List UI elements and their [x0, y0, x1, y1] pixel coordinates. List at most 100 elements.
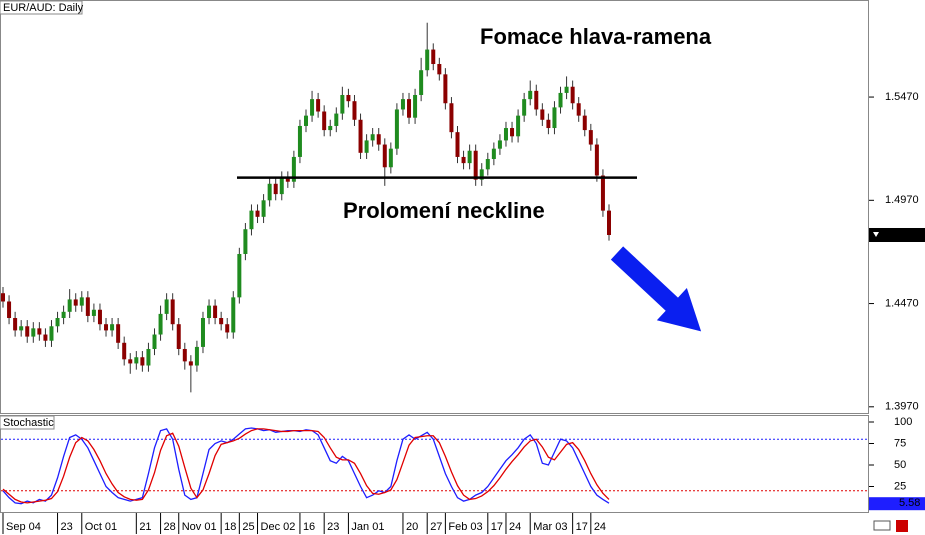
- candle-body: [388, 148, 393, 168]
- candle-body: [443, 74, 448, 104]
- price-tag-arrow: [873, 231, 879, 237]
- candle-body: [382, 144, 387, 168]
- x-tick-label: 21: [139, 521, 151, 533]
- y-tick-label: 25: [894, 480, 906, 492]
- candle-body: [558, 92, 563, 108]
- candle-body: [479, 169, 484, 180]
- x-tick-label: 24: [594, 521, 606, 533]
- candle-body: [219, 318, 224, 325]
- candle-body: [273, 183, 278, 195]
- candle-body: [19, 326, 24, 331]
- candle-body: [310, 99, 315, 116]
- x-tick-label: 16: [303, 521, 315, 533]
- candle-body: [152, 334, 157, 349]
- x-tick-label: 17: [491, 521, 503, 533]
- x-tick-label: Mar 03: [533, 521, 567, 533]
- candle-body: [449, 103, 454, 133]
- candle-body: [491, 148, 496, 160]
- candle-body: [37, 328, 42, 335]
- x-tick-label: 24: [509, 521, 521, 533]
- x-tick-label: 28: [164, 521, 176, 533]
- candle-body: [158, 313, 163, 335]
- x-tick-label: Jan 01: [351, 521, 384, 533]
- candle-body: [370, 134, 375, 141]
- candle-body: [364, 140, 369, 153]
- stochastic-panel: [0, 415, 869, 513]
- candle-body: [582, 115, 587, 131]
- stochastic-line: [2, 427, 610, 505]
- value-tag: [869, 497, 925, 511]
- candle-body: [231, 297, 236, 333]
- candle-body: [455, 132, 460, 157]
- annotation: Fomace hlava-ramena: [480, 24, 712, 49]
- y-tick-label: 75: [894, 437, 906, 449]
- candle-body: [334, 113, 339, 126]
- candle-body: [182, 348, 187, 362]
- candle-body: [91, 309, 96, 316]
- candle-body: [122, 342, 127, 360]
- y-tick-label: 1.5470: [885, 91, 919, 103]
- candle-body: [358, 119, 363, 153]
- candle-body: [328, 125, 333, 131]
- candle-body: [516, 115, 521, 137]
- candle-body: [340, 94, 345, 114]
- x-tick-label: 27: [430, 521, 442, 533]
- candle-body: [67, 299, 72, 312]
- value-tag-label: 5.58: [899, 497, 920, 509]
- candle-body: [600, 175, 605, 211]
- y-tick-label: 1.3970: [885, 401, 919, 413]
- candle-body: [522, 99, 527, 116]
- candle-body: [437, 64, 442, 75]
- icon[interactable]: [873, 520, 891, 531]
- indicator-title-box: [0, 415, 55, 430]
- candle-body: [552, 107, 557, 129]
- candle-body: [322, 111, 327, 131]
- candle-body: [188, 361, 193, 366]
- candle-body: [570, 86, 575, 104]
- price-panel: [0, 0, 869, 414]
- candle-body: [304, 115, 308, 126]
- candle-body: [588, 130, 593, 145]
- candle-body: [510, 128, 515, 137]
- x-tick-label: 18: [224, 521, 236, 533]
- candle-body: [419, 70, 424, 95]
- y-tick-label: 100: [894, 416, 912, 428]
- candle-body: [528, 90, 533, 100]
- candle-body: [485, 159, 490, 170]
- candle-body: [146, 348, 151, 366]
- candle-body: [104, 324, 109, 331]
- candle-body: [576, 103, 581, 116]
- candle-body: [61, 311, 66, 319]
- candle-body: [31, 328, 36, 337]
- candle-body: [25, 326, 30, 337]
- candle-body: [400, 99, 405, 110]
- candle-body: [49, 326, 54, 341]
- chart-title: EUR/AUD: Daily: [3, 2, 84, 14]
- title-box: [0, 0, 83, 15]
- candle-body: [473, 150, 478, 180]
- candle-body: [376, 134, 381, 145]
- candle-body: [261, 200, 266, 217]
- y-tick-label: 1.4470: [885, 297, 919, 309]
- candle-body: [194, 346, 199, 366]
- x-tick-label: Dec 02: [261, 521, 296, 533]
- candle-body: [407, 99, 412, 118]
- candle-body: [249, 210, 254, 230]
- candle-body: [213, 305, 218, 319]
- candle-body: [13, 318, 18, 331]
- candle-body: [207, 305, 212, 319]
- candle-body: [346, 94, 351, 102]
- icon[interactable]: [896, 520, 908, 532]
- candle-body: [564, 86, 569, 93]
- candle-body: [352, 101, 357, 120]
- x-tick-label: 20: [406, 521, 418, 533]
- candle-body: [497, 140, 502, 149]
- candle-body: [425, 49, 430, 71]
- x-tick-label: Sep 04: [6, 521, 41, 533]
- candle-body: [316, 99, 321, 112]
- candle-body: [73, 299, 78, 306]
- candle-body: [546, 119, 551, 129]
- candle-body: [97, 309, 102, 325]
- y-tick-label: 50: [894, 459, 906, 471]
